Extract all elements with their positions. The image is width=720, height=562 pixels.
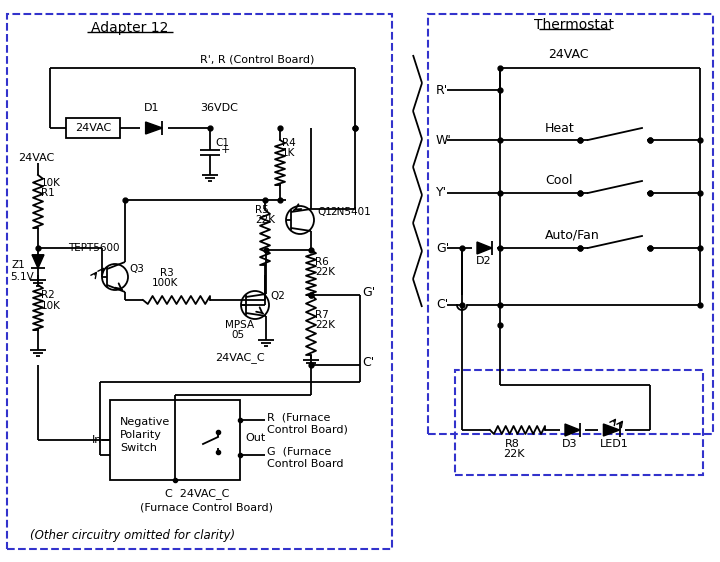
Text: Out: Out [245,433,265,443]
Text: Heat: Heat [545,121,575,134]
Text: 24VAC: 24VAC [548,48,588,61]
Text: 22K: 22K [315,320,335,330]
Text: R5: R5 [255,205,269,215]
Text: 2N5401: 2N5401 [330,207,371,217]
Text: Polarity: Polarity [120,430,162,440]
Text: Q3: Q3 [129,264,144,274]
Bar [7,14,392,549]
Text: Negative: Negative [120,417,170,427]
Text: R6: R6 [315,257,329,267]
Text: LED1: LED1 [600,439,629,449]
Text: R', R (Control Board): R', R (Control Board) [200,55,315,65]
Text: Thermostat: Thermostat [534,18,614,32]
Text: Control Board: Control Board [267,459,343,469]
Text: Control Board): Control Board) [267,425,348,435]
Text: G': G' [362,285,375,298]
Text: (Furnace Control Board): (Furnace Control Board) [140,502,273,512]
Text: R1: R1 [41,188,55,198]
Text: In: In [92,435,102,445]
Text: Cool: Cool [545,174,572,188]
Text: +: + [221,145,230,155]
Text: 22K: 22K [503,449,524,459]
Bar [66,118,120,138]
Polygon shape [477,242,492,254]
Text: Adapter 12: Adapter 12 [91,21,168,35]
Text: D3: D3 [562,439,577,449]
Text: 1K: 1K [282,148,295,158]
Text: Q2: Q2 [270,291,285,301]
Bar [110,400,240,480]
Text: C1: C1 [215,138,229,148]
Text: 22K: 22K [315,267,335,277]
Text: 10K: 10K [41,178,61,188]
Text: G': G' [436,242,449,255]
Text: 5.1V: 5.1V [10,272,34,282]
Text: C': C' [362,356,374,369]
Text: MPSA: MPSA [225,320,254,330]
Text: 36VDC: 36VDC [200,103,238,113]
Text: 24VAC_C: 24VAC_C [215,352,265,364]
Bar [428,14,713,434]
Text: G  (Furnace: G (Furnace [267,447,331,457]
Text: 10K: 10K [41,301,61,311]
Text: Y': Y' [436,187,447,200]
Text: D1: D1 [144,103,160,113]
Text: C': C' [436,298,449,311]
Text: C  24VAC_C: C 24VAC_C [165,488,230,500]
Text: Auto/Fan: Auto/Fan [545,229,600,242]
Polygon shape [32,255,44,268]
Text: Q1: Q1 [317,207,332,217]
Text: TEPT5600: TEPT5600 [68,243,120,253]
Text: 24VAC: 24VAC [18,153,54,163]
Text: R7: R7 [315,310,329,320]
Polygon shape [145,122,163,134]
Text: 100K: 100K [152,278,179,288]
Text: 22K: 22K [255,215,275,225]
Text: D2: D2 [476,256,492,266]
Text: R  (Furnace: R (Furnace [267,413,330,423]
Text: (Other circuitry omitted for clarity): (Other circuitry omitted for clarity) [30,528,235,542]
Text: R': R' [436,84,449,97]
Text: 05: 05 [231,330,244,340]
Polygon shape [603,424,620,436]
Text: R8: R8 [505,439,520,449]
Text: W': W' [436,134,452,147]
Text: R3: R3 [160,268,174,278]
Text: Switch: Switch [120,443,157,453]
Text: R4: R4 [282,138,296,148]
Text: Z1: Z1 [12,260,26,270]
Text: R2: R2 [41,290,55,300]
Polygon shape [565,424,580,436]
Bar [455,370,703,475]
Text: 24VAC: 24VAC [75,123,111,133]
